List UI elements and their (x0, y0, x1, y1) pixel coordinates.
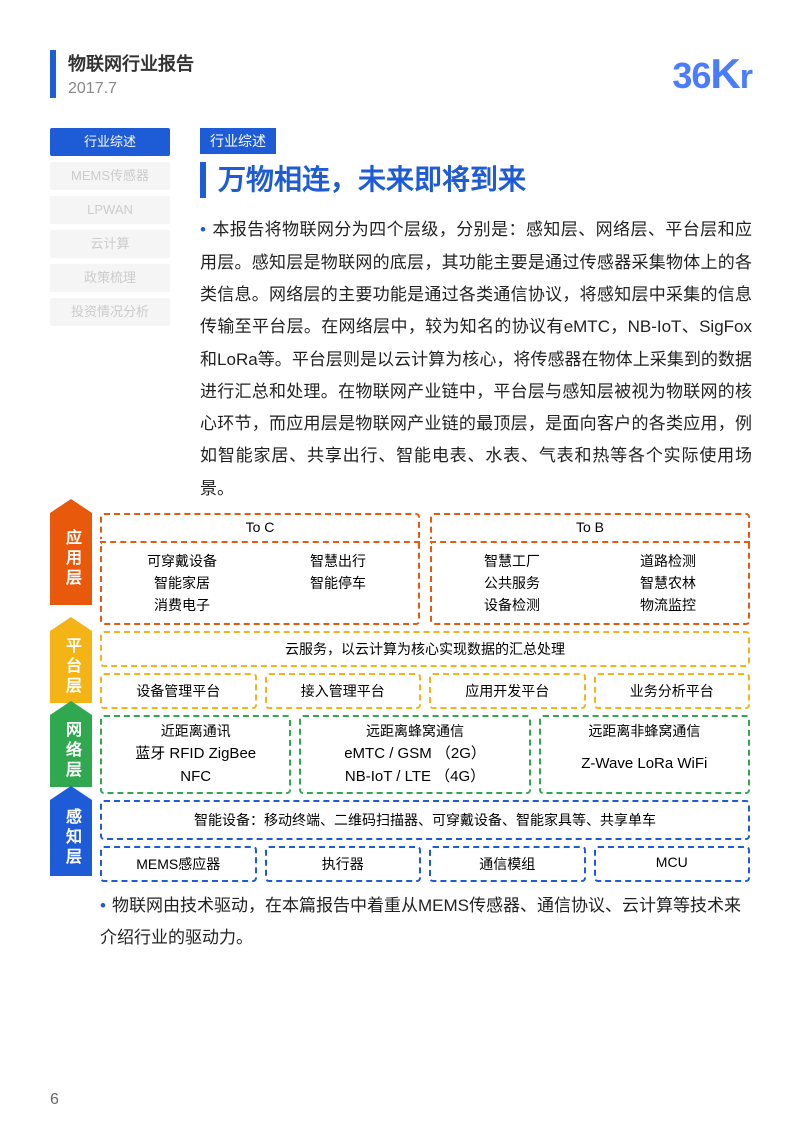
app-item: 物流监控 (600, 595, 736, 615)
sense-item: 通信模组 (429, 846, 586, 882)
arrow-head-network (50, 701, 92, 715)
app-item: 公共服务 (444, 573, 580, 593)
app-item (270, 595, 406, 615)
sidebar-item-overview[interactable]: 行业综述 (50, 128, 170, 156)
app-item: 智能停车 (270, 573, 406, 593)
iot-layers-diagram: 应用层 To C 可穿戴设备 智慧出行 智能家居 (50, 513, 750, 882)
app-toc-box: 可穿戴设备 智慧出行 智能家居 智能停车 消费电子 (100, 541, 420, 625)
platform-item: 业务分析平台 (594, 673, 751, 709)
sidebar-item-policy[interactable]: 政策梳理 (50, 264, 170, 292)
app-item: 可穿戴设备 (114, 551, 250, 571)
app-item: 道路检测 (600, 551, 736, 571)
arrow-head-platform (50, 617, 92, 631)
sense-item: 执行器 (265, 846, 422, 882)
net-items: 蓝牙 RFID ZigBee NFC (106, 743, 285, 788)
layer-label-network: 网络层 (50, 715, 92, 787)
net-items: eMTC / GSM （2G） NB-IoT / LTE （4G） (305, 743, 524, 788)
platform-item: 接入管理平台 (265, 673, 422, 709)
app-item: 智慧农林 (600, 573, 736, 593)
header-title-block: 物联网行业报告 2017.7 (50, 50, 194, 98)
app-item: 智慧工厂 (444, 551, 580, 571)
platform-item: 应用开发平台 (429, 673, 586, 709)
network-col-short: 近距离通讯 蓝牙 RFID ZigBee NFC (100, 715, 291, 794)
app-toc-header: To C (100, 513, 420, 539)
app-item: 消费电子 (114, 595, 250, 615)
app-tob-box: 智慧工厂 道路检测 公共服务 智慧农林 设备检测 物流监控 (430, 541, 750, 625)
platform-item: 设备管理平台 (100, 673, 257, 709)
sidebar-item-investment[interactable]: 投资情况分析 (50, 298, 170, 326)
layer-label-platform: 平台层 (50, 631, 92, 703)
app-tob-header: To B (430, 513, 750, 539)
platform-top: 云服务，以云计算为核心实现数据的汇总处理 (100, 631, 750, 667)
footer-text: 物联网由技术驱动，在本篇报告中着重从MEMS传感器、通信协议、云计算等技术来介绍… (100, 896, 741, 947)
report-title: 物联网行业报告 (68, 50, 194, 76)
section-title: 万物相连，未来即将到来 (200, 162, 752, 198)
app-item: 智慧出行 (270, 551, 406, 571)
network-col-noncellular: 远距离非蜂窝通信 Z-Wave LoRa WiFi (539, 715, 750, 794)
sense-top: 智能设备：移动终端、二维码扫描器、可穿戴设备、智能家具等、共享单车 (100, 800, 750, 840)
page-number: 6 (50, 1091, 59, 1109)
footer-paragraph: •物联网由技术驱动，在本篇报告中着重从MEMS传感器、通信协议、云计算等技术来介… (50, 890, 750, 955)
app-item: 智能家居 (114, 573, 250, 593)
sense-item: MCU (594, 846, 751, 882)
net-title: 近距离通讯 (106, 721, 285, 741)
section-tag: 行业综述 (200, 128, 276, 154)
logo-36kr: 36Kr (672, 50, 752, 98)
sense-item: MEMS感应器 (100, 846, 257, 882)
page-header: 物联网行业报告 2017.7 36Kr (50, 50, 752, 98)
net-title: 远距离蜂窝通信 (305, 721, 524, 741)
layer-label-app: 应用层 (50, 513, 92, 605)
main-content: 行业综述 万物相连，未来即将到来 •本报告将物联网分为四个层级，分别是：感知层、… (200, 128, 752, 955)
report-date: 2017.7 (68, 80, 194, 98)
sidebar-item-mems[interactable]: MEMS传感器 (50, 162, 170, 190)
net-items: Z-Wave LoRa WiFi (545, 743, 744, 776)
app-item: 设备检测 (444, 595, 580, 615)
arrow-head-sense (50, 786, 92, 800)
sidebar-item-lpwan[interactable]: LPWAN (50, 196, 170, 224)
body-paragraph: •本报告将物联网分为四个层级，分别是：感知层、网络层、平台层和应用层。感知层是物… (200, 214, 752, 505)
network-col-cellular: 远距离蜂窝通信 eMTC / GSM （2G） NB-IoT / LTE （4G… (299, 715, 530, 794)
arrow-head-app (50, 499, 92, 513)
sidebar-item-cloud[interactable]: 云计算 (50, 230, 170, 258)
layer-label-sense: 感知层 (50, 800, 92, 876)
net-title: 远距离非蜂窝通信 (545, 721, 744, 741)
body-text: 本报告将物联网分为四个层级，分别是：感知层、网络层、平台层和应用层。感知层是物联… (200, 220, 752, 497)
